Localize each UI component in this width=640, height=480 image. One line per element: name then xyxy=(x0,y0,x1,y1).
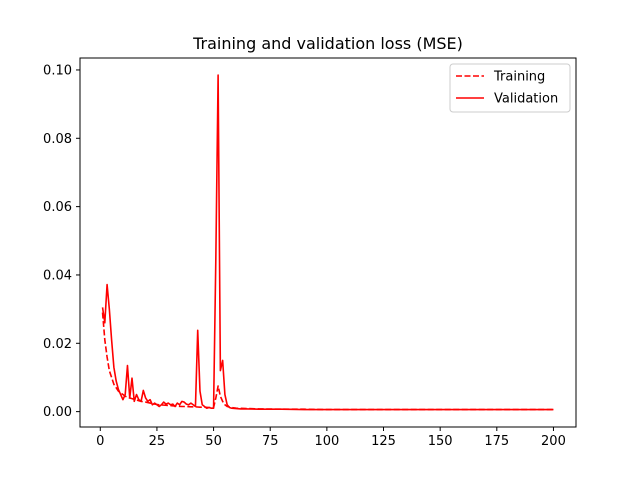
x-tick-label: 175 xyxy=(484,434,509,449)
y-tick-label: 0.10 xyxy=(43,63,72,78)
y-tick-label: 0.00 xyxy=(43,405,72,420)
legend-box xyxy=(449,63,571,113)
legend-label-training: Training xyxy=(493,70,545,85)
series-line-validation xyxy=(101,74,554,411)
x-tick-label: 50 xyxy=(205,434,222,449)
legend-label-validation: Validation xyxy=(494,92,558,107)
y-tick-label: 0.02 xyxy=(43,337,72,352)
x-tick-label: 75 xyxy=(262,434,279,449)
axes-frame xyxy=(79,57,577,428)
x-tick-label: 100 xyxy=(314,434,339,449)
x-tick-label: 125 xyxy=(371,434,396,449)
x-tick-label: 150 xyxy=(428,434,453,449)
y-tick-label: 0.08 xyxy=(43,132,72,147)
y-tick-label: 0.04 xyxy=(43,268,72,283)
plot-area: 0 25 50 75 100 125 150 175 200 0.00 0.02 0.04 0.06 0.… xyxy=(43,57,577,449)
x-tick-label: 25 xyxy=(149,434,166,449)
chart-title: Training and validation loss (MSE) xyxy=(192,34,463,53)
x-tick-label: 0 xyxy=(96,434,104,449)
x-tick-label: 200 xyxy=(541,434,566,449)
y-tick-label: 0.06 xyxy=(43,200,72,215)
legend: Training Validation xyxy=(449,63,571,113)
